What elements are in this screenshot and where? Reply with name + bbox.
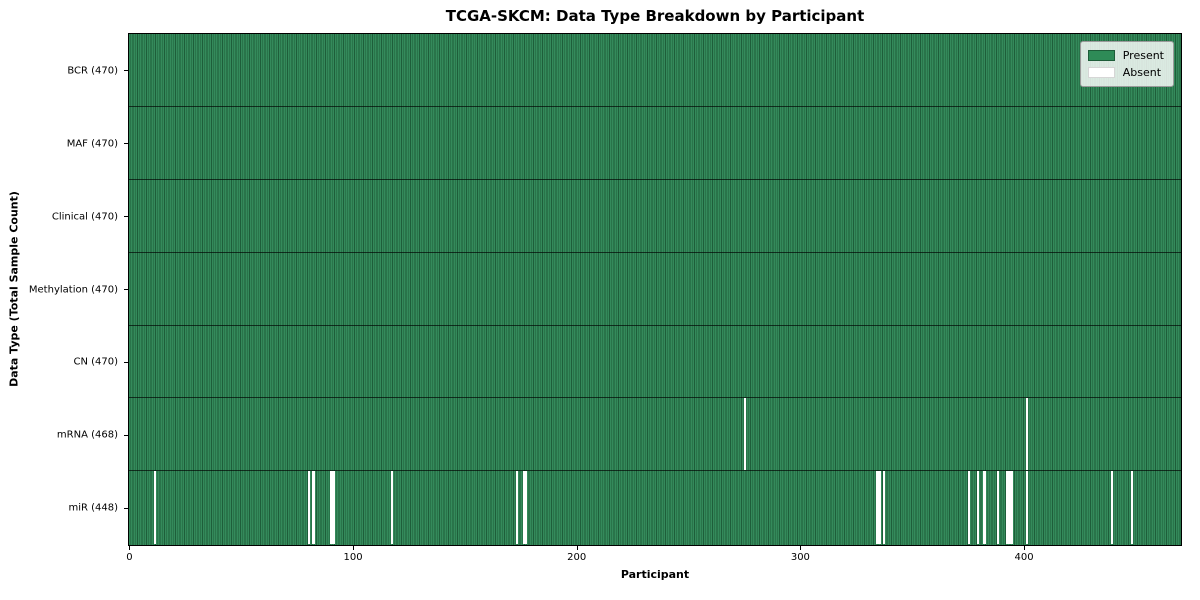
absent-stripe bbox=[996, 471, 1000, 545]
heatmap-row-mrna bbox=[129, 398, 1181, 472]
x-tick-label: 200 bbox=[567, 552, 587, 563]
absent-stripe bbox=[390, 471, 393, 545]
y-tick-mark bbox=[124, 507, 128, 509]
y-tick-label: miR (448) bbox=[68, 502, 118, 514]
absent-stripe bbox=[153, 471, 156, 545]
absent-stripe bbox=[1110, 471, 1114, 545]
heatmap-row-cn bbox=[129, 326, 1181, 399]
heatmap-row-maf bbox=[129, 107, 1181, 180]
plot-area: Present Absent bbox=[128, 33, 1182, 546]
y-tick-mark bbox=[124, 361, 128, 363]
legend-label-absent: Absent bbox=[1122, 66, 1162, 79]
chart-title: TCGA-SKCM: Data Type Breakdown by Partic… bbox=[445, 7, 865, 25]
absent-stripe bbox=[744, 398, 747, 471]
absent-stripe bbox=[522, 471, 525, 545]
heatmap-row-mir bbox=[129, 471, 1181, 545]
y-tick-label: CN (470) bbox=[73, 356, 118, 368]
absent-stripe bbox=[878, 471, 881, 545]
y-tick-label: Methylation (470) bbox=[28, 284, 118, 295]
y-tick-mark bbox=[124, 216, 128, 218]
legend-label-present: Present bbox=[1122, 49, 1164, 62]
absent-swatch-icon bbox=[1087, 67, 1115, 78]
absent-stripe bbox=[1010, 471, 1013, 545]
x-tick-label: 100 bbox=[343, 552, 363, 563]
legend-entry-absent: Absent bbox=[1087, 64, 1164, 81]
x-tick-label: 0 bbox=[126, 552, 133, 563]
absent-stripe bbox=[1005, 471, 1009, 545]
y-tick-label: mRNA (468) bbox=[56, 429, 118, 441]
absent-stripe bbox=[1025, 471, 1029, 545]
y-tick-mark bbox=[124, 70, 128, 72]
x-tick-label: 300 bbox=[790, 552, 810, 563]
absent-stripe bbox=[967, 471, 971, 545]
absent-stripe bbox=[332, 471, 335, 545]
y-tick-label: BCR (470) bbox=[67, 65, 118, 77]
x-tick-label: 400 bbox=[1014, 552, 1034, 563]
x-tick-mark bbox=[353, 546, 355, 550]
x-tick-mark bbox=[800, 546, 802, 550]
absent-stripe bbox=[312, 471, 315, 545]
absent-stripe bbox=[515, 471, 519, 545]
absent-stripe bbox=[330, 471, 333, 545]
absent-stripe bbox=[307, 471, 311, 545]
heatmap-row-clinical bbox=[129, 180, 1181, 253]
heatmap-row-methylation bbox=[129, 253, 1181, 326]
absent-stripe bbox=[524, 471, 528, 545]
absent-stripe bbox=[1130, 471, 1134, 545]
legend-entry-present: Present bbox=[1087, 47, 1164, 64]
y-tick-label: Clinical (470) bbox=[51, 211, 118, 223]
x-tick-mark bbox=[1024, 546, 1026, 550]
y-tick-label: MAF (470) bbox=[66, 138, 118, 150]
absent-stripe bbox=[983, 471, 986, 545]
y-tick-mark bbox=[124, 143, 128, 145]
absent-stripe bbox=[882, 471, 886, 545]
absent-stripe bbox=[976, 471, 979, 545]
y-tick-mark bbox=[124, 289, 128, 290]
legend: Present Absent bbox=[1079, 41, 1174, 87]
x-axis-label: Participant bbox=[620, 568, 690, 581]
heatmap-row-bcr bbox=[129, 34, 1181, 107]
present-swatch-icon bbox=[1087, 50, 1115, 61]
x-tick-mark bbox=[576, 546, 578, 550]
absent-stripe bbox=[876, 471, 879, 545]
absent-stripe bbox=[1007, 471, 1011, 545]
y-tick-mark bbox=[124, 434, 128, 436]
x-tick-mark bbox=[129, 546, 131, 550]
absent-stripe bbox=[1025, 398, 1029, 471]
